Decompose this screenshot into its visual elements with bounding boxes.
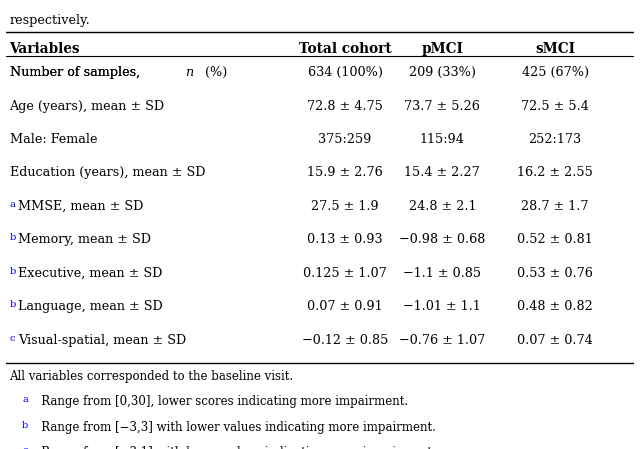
Text: 73.7 ± 5.26: 73.7 ± 5.26 (404, 100, 480, 113)
Text: pMCI: pMCI (421, 42, 463, 56)
Text: 15.9 ± 2.76: 15.9 ± 2.76 (307, 167, 383, 180)
Text: 15.4 ± 2.27: 15.4 ± 2.27 (404, 167, 480, 180)
Text: c: c (22, 446, 28, 449)
Text: 375:259: 375:259 (319, 133, 372, 146)
Text: 634 (100%): 634 (100%) (308, 66, 383, 79)
Text: 72.5 ± 5.4: 72.5 ± 5.4 (521, 100, 589, 113)
Text: b: b (10, 300, 16, 309)
Text: Age (years), mean ± SD: Age (years), mean ± SD (10, 100, 164, 113)
Text: 72.8 ± 4.75: 72.8 ± 4.75 (307, 100, 383, 113)
Text: Number of samples,: Number of samples, (10, 66, 144, 79)
Text: a: a (22, 395, 28, 404)
Text: 0.125 ± 1.07: 0.125 ± 1.07 (303, 267, 387, 280)
Text: 16.2 ± 2.55: 16.2 ± 2.55 (517, 167, 593, 180)
Text: 24.8 ± 2.1: 24.8 ± 2.1 (408, 200, 476, 213)
Text: b: b (22, 421, 28, 430)
Text: −1.1 ± 0.85: −1.1 ± 0.85 (403, 267, 481, 280)
Text: 28.7 ± 1.7: 28.7 ± 1.7 (522, 200, 589, 213)
Text: 425 (67%): 425 (67%) (522, 66, 589, 79)
Text: Language, mean ± SD: Language, mean ± SD (18, 300, 163, 313)
Text: 0.52 ± 0.81: 0.52 ± 0.81 (517, 233, 593, 247)
Text: Male: Female: Male: Female (10, 133, 97, 146)
Text: 209 (33%): 209 (33%) (409, 66, 476, 79)
Text: All variables corresponded to the baseline visit.: All variables corresponded to the baseli… (10, 370, 294, 383)
Text: Variables: Variables (10, 42, 80, 56)
Text: n: n (185, 66, 193, 79)
Text: −1.01 ± 1.1: −1.01 ± 1.1 (403, 300, 481, 313)
Text: 27.5 ± 1.9: 27.5 ± 1.9 (311, 200, 379, 213)
Text: b: b (10, 267, 16, 276)
Text: −0.98 ± 0.68: −0.98 ± 0.68 (399, 233, 486, 247)
Text: Number of samples,: Number of samples, (10, 66, 144, 79)
Text: 252:173: 252:173 (529, 133, 582, 146)
Text: Total cohort: Total cohort (299, 42, 392, 56)
Text: Memory, mean ± SD: Memory, mean ± SD (18, 233, 150, 247)
Text: respectively.: respectively. (10, 14, 90, 27)
Text: Range from [−3,1] with lower values indicating more impairment.: Range from [−3,1] with lower values indi… (29, 446, 435, 449)
Text: Visual-spatial, mean ± SD: Visual-spatial, mean ± SD (18, 334, 186, 347)
Text: Range from [−3,3] with lower values indicating more impairment.: Range from [−3,3] with lower values indi… (29, 421, 435, 434)
Text: 115:94: 115:94 (420, 133, 465, 146)
Text: (%): (%) (201, 66, 227, 79)
Text: Education (years), mean ± SD: Education (years), mean ± SD (10, 167, 205, 180)
Text: 0.48 ± 0.82: 0.48 ± 0.82 (517, 300, 593, 313)
Text: MMSE, mean ± SD: MMSE, mean ± SD (18, 200, 143, 213)
Text: b: b (10, 233, 16, 242)
Text: 0.07 ± 0.91: 0.07 ± 0.91 (307, 300, 383, 313)
Text: −0.12 ± 0.85: −0.12 ± 0.85 (302, 334, 388, 347)
Text: a: a (10, 200, 15, 209)
Text: Executive, mean ± SD: Executive, mean ± SD (18, 267, 162, 280)
Text: Range from [0,30], lower scores indicating more impairment.: Range from [0,30], lower scores indicati… (29, 395, 408, 408)
Text: 0.53 ± 0.76: 0.53 ± 0.76 (517, 267, 593, 280)
Text: c: c (10, 334, 15, 343)
Text: 0.07 ± 0.74: 0.07 ± 0.74 (517, 334, 593, 347)
Text: −0.76 ± 1.07: −0.76 ± 1.07 (399, 334, 485, 347)
Text: sMCI: sMCI (535, 42, 575, 56)
Text: 0.13 ± 0.93: 0.13 ± 0.93 (307, 233, 383, 247)
